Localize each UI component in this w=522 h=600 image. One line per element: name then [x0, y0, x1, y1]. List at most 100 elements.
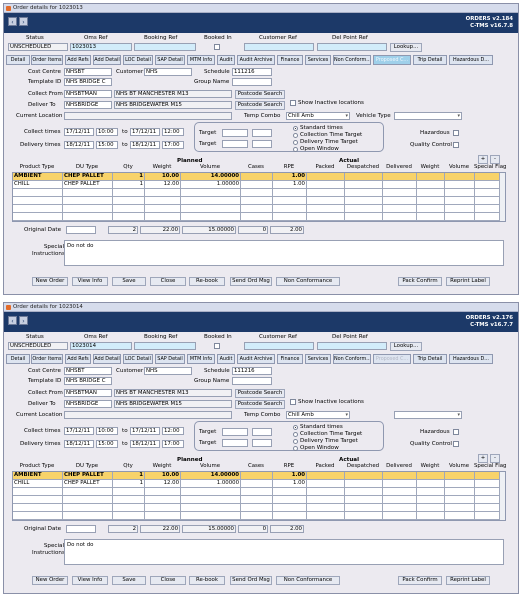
table-cell[interactable]	[307, 205, 345, 213]
customer-field[interactable]: NHS	[144, 68, 192, 76]
table-cell[interactable]	[417, 472, 445, 480]
table-cell[interactable]: 1.00	[273, 480, 307, 488]
radio-open-window[interactable]	[293, 147, 298, 152]
tab-hazardous-d[interactable]: Hazardous D...	[449, 354, 493, 364]
table-cell[interactable]	[63, 488, 113, 496]
lookup-button[interactable]: Lookup...	[390, 43, 422, 52]
remove-row-button[interactable]: -	[490, 454, 500, 463]
table-cell[interactable]	[273, 213, 307, 221]
tab-audit[interactable]: Audit	[217, 55, 235, 65]
table-cell[interactable]	[241, 496, 273, 504]
collect-from-date-field[interactable]: 17/12/11	[64, 427, 94, 435]
temp-combo-select[interactable]: Chill Amb	[286, 112, 350, 120]
table-cell[interactable]	[63, 189, 113, 197]
table-cell[interactable]: CHILL	[13, 181, 63, 189]
table-cell[interactable]	[13, 504, 63, 512]
vehicle-type-select[interactable]	[394, 112, 462, 120]
table-cell[interactable]	[445, 496, 475, 504]
table-cell[interactable]	[417, 205, 445, 213]
customer-ref-field[interactable]	[244, 43, 314, 51]
tab-finance[interactable]: Finance	[277, 55, 303, 65]
template-id-field[interactable]: NHS BRIDGE C	[64, 78, 112, 86]
table-cell[interactable]	[307, 480, 345, 488]
collect-from-time-field[interactable]: 10:00	[96, 427, 118, 435]
table-cell[interactable]	[383, 189, 417, 197]
hazardous-checkbox[interactable]	[453, 130, 459, 136]
tab-order-items[interactable]: Order Items	[31, 354, 63, 364]
table-cell[interactable]	[417, 197, 445, 205]
table-cell[interactable]	[63, 504, 113, 512]
delivery-from-time-field[interactable]: 15:00	[96, 440, 118, 448]
table-cell[interactable]	[417, 213, 445, 221]
deliver-postcode-search-button[interactable]: Postcode Search	[235, 101, 285, 110]
table-cell[interactable]	[417, 504, 445, 512]
table-cell[interactable]	[345, 189, 383, 197]
del-point-ref-field[interactable]	[317, 43, 387, 51]
remove-row-button[interactable]: -	[490, 155, 500, 164]
target-field-1[interactable]	[222, 129, 248, 137]
table-cell[interactable]: 1.00000	[181, 480, 241, 488]
delivery-from-time-field[interactable]: 15:00	[96, 141, 118, 149]
table-cell[interactable]: 1.00000	[181, 181, 241, 189]
tab-non-conform[interactable]: Non Conform...	[333, 55, 371, 65]
tab-loc-detail[interactable]: LOC Detail	[123, 55, 153, 65]
table-cell[interactable]	[383, 205, 417, 213]
table-cell[interactable]: 1	[113, 472, 145, 480]
table-cell[interactable]	[383, 512, 417, 520]
new-order-button[interactable]: New Order	[32, 576, 68, 585]
close-button[interactable]: Close	[150, 576, 186, 585]
view-info-button[interactable]: View Info	[72, 576, 108, 585]
tab-order-items[interactable]: Order Items	[31, 55, 63, 65]
table-cell[interactable]	[383, 504, 417, 512]
special-instructions-textarea[interactable]: Do not do	[64, 240, 504, 266]
table-cell[interactable]	[113, 512, 145, 520]
tab-loc-detail[interactable]: LOC Detail	[123, 354, 153, 364]
back-arrow-icon[interactable]: ‹	[8, 316, 17, 325]
forward-arrow-icon[interactable]: ›	[19, 17, 28, 26]
table-cell[interactable]	[445, 512, 475, 520]
deliver-to-code-field[interactable]: NHSBRIDGE	[64, 101, 112, 109]
table-cell[interactable]: CHEP PALLET	[63, 472, 113, 480]
table-cell[interactable]	[445, 488, 475, 496]
table-cell[interactable]	[241, 189, 273, 197]
group-name-field[interactable]	[232, 78, 272, 86]
table-cell[interactable]	[241, 173, 273, 181]
table-cell[interactable]: AMBIENT	[13, 173, 63, 181]
tab-detail[interactable]: Detail	[6, 55, 30, 65]
original-date-field[interactable]	[66, 525, 96, 533]
quality-control-checkbox[interactable]	[453, 142, 459, 148]
table-cell[interactable]	[345, 173, 383, 181]
table-cell[interactable]	[273, 205, 307, 213]
table-cell[interactable]	[13, 213, 63, 221]
table-cell[interactable]	[475, 496, 505, 504]
target-field-1[interactable]	[222, 428, 248, 436]
customer-field[interactable]: NHS	[144, 367, 192, 375]
radio-delivery-time-target[interactable]	[293, 140, 298, 145]
collect-from-date-field[interactable]: 17/12/11	[64, 128, 94, 136]
table-cell[interactable]	[445, 480, 475, 488]
radio-standard-times[interactable]	[293, 425, 298, 430]
tab-audit-archive[interactable]: Audit Archive	[237, 354, 275, 364]
temp-combo-select[interactable]: Chill Amb	[286, 411, 350, 419]
table-cell[interactable]	[383, 472, 417, 480]
send-ord-msg-button[interactable]: Send Ord Msg	[230, 576, 272, 585]
table-cell[interactable]	[181, 197, 241, 205]
oms-ref-field[interactable]: 1023013	[70, 43, 132, 51]
table-cell[interactable]	[181, 496, 241, 504]
table-cell[interactable]	[181, 488, 241, 496]
table-cell[interactable]	[345, 472, 383, 480]
table-cell[interactable]	[445, 504, 475, 512]
delivery-from-date-field[interactable]: 18/12/11	[64, 141, 94, 149]
re-book-button[interactable]: Re-book	[189, 576, 225, 585]
target-time-field-2[interactable]	[252, 439, 272, 447]
table-cell[interactable]	[241, 205, 273, 213]
reprint-label-button[interactable]: Reprint Label	[446, 277, 490, 286]
table-cell[interactable]	[475, 488, 505, 496]
close-button[interactable]: Close	[150, 277, 186, 286]
table-cell[interactable]	[307, 197, 345, 205]
delivery-to-date-field[interactable]: 18/12/11	[130, 141, 160, 149]
table-cell[interactable]	[475, 205, 505, 213]
table-cell[interactable]: 14.00000	[181, 472, 241, 480]
table-cell[interactable]	[181, 205, 241, 213]
re-book-button[interactable]: Re-book	[189, 277, 225, 286]
